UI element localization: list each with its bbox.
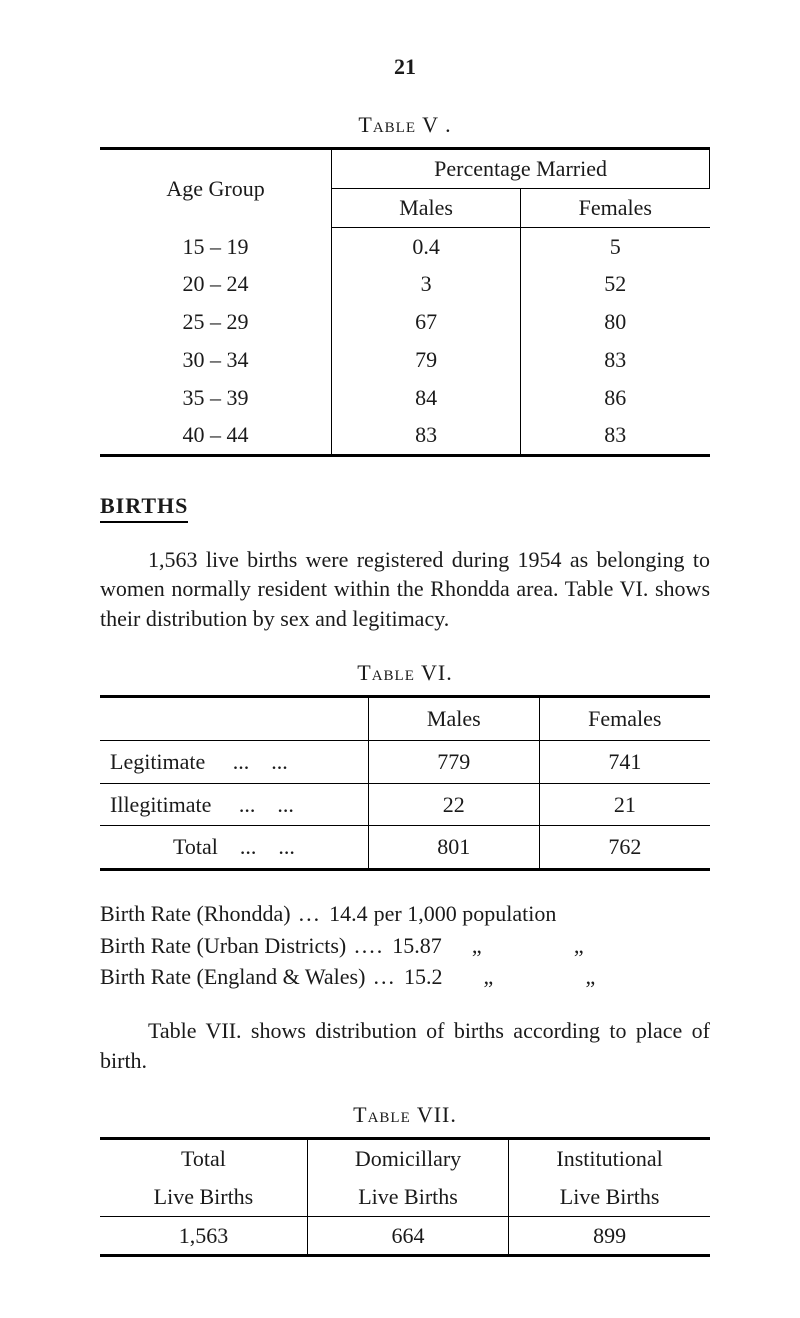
leader-dots: .... [346,931,392,961]
leader-dots: ... [365,962,404,992]
table-v-females: 83 [521,341,710,379]
birth-rate-label: Birth Rate (Rhondda) [100,899,291,929]
ditto-mark: „ [470,931,484,961]
table-vi: Males Females Legitimate ... ... 779 741… [100,695,710,871]
table-vi-total-label-text: Total [173,834,218,859]
table-vi-row-label-text: Legitimate [110,749,205,774]
birth-rate-value: 14.4 [329,899,368,929]
birth-rate-suffix-ditto: „ „ [442,931,710,961]
table-vi-header-blank [100,697,368,741]
table-vi-total-label: Total ... ... [100,826,368,870]
section-births-title: BIRTHS [100,491,188,523]
table-v-caption: Table V . [100,110,710,140]
table-vi-header-females: Females [539,697,710,741]
table-vi-total-males: 801 [368,826,539,870]
table-v-males: 79 [332,341,521,379]
table-v-males: 0.4 [332,227,521,265]
birth-rate-line: Birth Rate (Urban Districts) .... 15.87 … [100,931,710,961]
birth-rate-value: 15.87 [392,931,442,961]
table-vii-header-c1: Institutional [509,1139,710,1178]
table-vii-header-a1: Total [100,1139,307,1178]
birth-rate-lines: Birth Rate (Rhondda) ... 14.4 per 1,000 … [100,899,710,992]
table-vii: Total Domicillary Institutional Live Bir… [100,1137,710,1257]
table-v-females: 86 [521,379,710,417]
birth-rate-suffix-ditto: „ „ [442,962,710,992]
birth-rate-suffix: per 1,000 population [368,899,710,929]
table-v-age: 25 – 29 [100,303,332,341]
table-v: Age Group Percentage Married Males Femal… [100,147,710,457]
table-v-header-pm: Percentage Married [332,149,710,189]
table-v-females: 52 [521,265,710,303]
table-vi-total-females: 762 [539,826,710,870]
table-vi-row-label: Illegitimate ... ... [100,783,368,826]
page-number: 21 [100,52,710,82]
table-v-females: 83 [521,416,710,455]
table-vii-val-b: 664 [307,1216,508,1256]
table-vii-val-c: 899 [509,1216,710,1256]
table-v-header-females: Females [521,189,710,228]
paragraph-1: 1,563 live births were registered during… [100,545,710,634]
table-vii-caption: Table VII. [100,1100,710,1130]
table-vii-header-a2: Live Births [100,1178,307,1216]
ditto-mark: „ [583,962,597,992]
table-v-age: 15 – 19 [100,227,332,265]
table-vi-row-label: Legitimate ... ... [100,741,368,784]
birth-rate-value: 15.2 [404,962,443,992]
table-v-females: 80 [521,303,710,341]
birth-rate-label: Birth Rate (Urban Districts) [100,931,346,961]
table-v-males: 3 [332,265,521,303]
table-v-males: 83 [332,416,521,455]
birth-rate-line: Birth Rate (Rhondda) ... 14.4 per 1,000 … [100,899,710,929]
birth-rate-line: Birth Rate (England & Wales) ... 15.2 „ … [100,962,710,992]
table-v-age: 30 – 34 [100,341,332,379]
table-v-males: 84 [332,379,521,417]
table-vii-header-b2: Live Births [307,1178,508,1216]
table-v-females: 5 [521,227,710,265]
table-vi-row-females: 741 [539,741,710,784]
table-vii-header-c2: Live Births [509,1178,710,1216]
ditto-mark: „ [481,962,495,992]
table-v-age: 40 – 44 [100,416,332,455]
table-vi-header-males: Males [368,697,539,741]
table-vi-row-males: 22 [368,783,539,826]
table-v-age: 20 – 24 [100,265,332,303]
table-vii-header-b1: Domicillary [307,1139,508,1178]
table-vii-val-a: 1,563 [100,1216,307,1256]
ditto-mark: „ [572,931,586,961]
table-v-males: 67 [332,303,521,341]
table-vi-caption: Table VI. [100,658,710,688]
table-v-header-males: Males [332,189,521,228]
table-vi-row-label-text: Illegitimate [110,792,211,817]
table-v-age: 35 – 39 [100,379,332,417]
birth-rate-label: Birth Rate (England & Wales) [100,962,365,992]
table-v-header-age: Age Group [100,149,332,227]
table-vi-row-males: 779 [368,741,539,784]
table-vi-row-females: 21 [539,783,710,826]
leader-dots: ... [291,899,330,929]
paragraph-2: Table VII. shows distribution of births … [100,1016,710,1075]
